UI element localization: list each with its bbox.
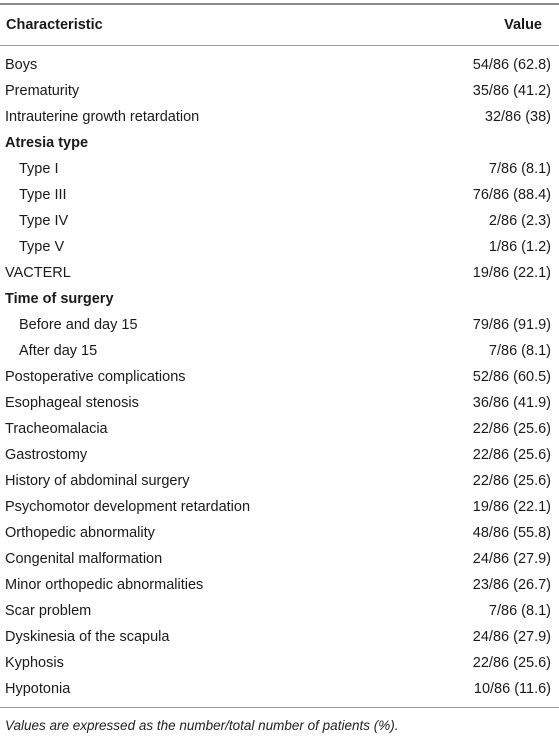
table-row: Psychomotor development retardation 19/86… [0, 494, 559, 520]
table-row: Kyphosis 22/86 (25.6) [0, 650, 559, 676]
table-row: Before and day 15 79/86 (91.9) [0, 312, 559, 338]
row-characteristic: Postoperative complications [5, 369, 186, 385]
row-characteristic: Psychomotor development retardation [5, 499, 251, 515]
row-value: 36/86 (41.9) [472, 395, 551, 411]
row-value: 10/86 (11.6) [473, 681, 551, 697]
table-row: History of abdominal surgery 22/86 (25.6) [0, 468, 559, 494]
table-row: VACTERL 19/86 (22.1) [0, 260, 559, 286]
table-top-rule [0, 3, 559, 5]
table-bottom-rule [0, 707, 559, 708]
table-group-row: Atresia type [0, 130, 559, 156]
table-header-row: Characteristic Value [0, 5, 559, 45]
row-characteristic: Type I [19, 161, 59, 177]
table-body: Boys 54/86 (62.8) Prematurity 35/86 (41.2) I… [0, 46, 559, 702]
table-group-row: Time of surgery [0, 286, 559, 312]
table-row: Orthopedic abnormality 48/86 (55.8) [0, 520, 559, 546]
table-row: Hypotonia 10/86 (11.6) [0, 676, 559, 702]
row-value: 32/86 (38) [484, 109, 551, 125]
row-value: 22/86 (25.6) [472, 655, 551, 671]
table-row: Type I 7/86 (8.1) [0, 156, 559, 182]
row-characteristic: Gastrostomy [5, 447, 88, 463]
row-characteristic: Tracheomalacia [5, 421, 108, 437]
row-value: 22/86 (25.6) [472, 447, 551, 463]
row-characteristic: Atresia type [5, 135, 89, 151]
row-characteristic: After day 15 [19, 343, 98, 359]
table-row: After day 15 7/86 (8.1) [0, 338, 559, 364]
table-row: Congenital malformation 24/86 (27.9) [0, 546, 559, 572]
row-characteristic: Esophageal stenosis [5, 395, 139, 411]
table-row: Minor orthopedic abnormalities 23/86 (26.… [0, 572, 559, 598]
table-row: Prematurity 35/86 (41.2) [0, 78, 559, 104]
table-row: Type V 1/86 (1.2) [0, 234, 559, 260]
header-value: Value [504, 17, 542, 33]
row-value: 7/86 (8.1) [488, 161, 551, 177]
row-value: 19/86 (22.1) [472, 265, 551, 281]
row-characteristic: Time of surgery [5, 291, 114, 307]
header-rule [0, 45, 559, 46]
row-value: 7/86 (8.1) [488, 603, 551, 619]
table-footnote: Values are expressed as the number/total… [5, 718, 399, 733]
table-row: Scar problem 7/86 (8.1) [0, 598, 559, 624]
row-value: 48/86 (55.8) [472, 525, 551, 541]
row-characteristic: History of abdominal surgery [5, 473, 190, 489]
table-row: Dyskinesia of the scapula 24/86 (27.9) [0, 624, 559, 650]
row-characteristic: Prematurity [5, 83, 80, 99]
table-row: Type III 76/86 (88.4) [0, 182, 559, 208]
row-characteristic: Dyskinesia of the scapula [5, 629, 170, 645]
row-characteristic: Scar problem [5, 603, 92, 619]
row-characteristic: Orthopedic abnormality [5, 525, 155, 541]
row-value: 52/86 (60.5) [472, 369, 551, 385]
row-value: 1/86 (1.2) [488, 239, 551, 255]
characteristics-table: Characteristic Value Boys 54/86 (62.8) Pre… [0, 3, 559, 733]
row-value: 35/86 (41.2) [472, 83, 551, 99]
row-characteristic: Minor orthopedic abnormalities [5, 577, 204, 593]
table-row: Esophageal stenosis 36/86 (41.9) [0, 390, 559, 416]
row-characteristic: Boys [5, 57, 38, 73]
table-row: Intrauterine growth retardation 32/86 (38… [0, 104, 559, 130]
row-characteristic: Type V [19, 239, 65, 255]
table-row: Boys 54/86 (62.8) [0, 52, 559, 78]
table-row: Type IV 2/86 (2.3) [0, 208, 559, 234]
header-characteristic: Characteristic [6, 17, 103, 33]
row-value: 76/86 (88.4) [472, 187, 551, 203]
table-row: Tracheomalacia 22/86 (25.6) [0, 416, 559, 442]
row-characteristic: Type IV [19, 213, 69, 229]
row-value: 23/86 (26.7) [472, 577, 551, 593]
row-characteristic: Hypotonia [5, 681, 71, 697]
row-value: 2/86 (2.3) [488, 213, 551, 229]
row-value: 7/86 (8.1) [488, 343, 551, 359]
row-characteristic: VACTERL [5, 265, 71, 281]
row-value: 22/86 (25.6) [472, 473, 551, 489]
row-characteristic: Type III [19, 187, 67, 203]
row-characteristic: Kyphosis [5, 655, 64, 671]
row-characteristic: Before and day 15 [19, 317, 138, 333]
row-value: 22/86 (25.6) [472, 421, 551, 437]
table-row: Gastrostomy 22/86 (25.6) [0, 442, 559, 468]
row-characteristic: Congenital malformation [5, 551, 163, 567]
row-value: 19/86 (22.1) [472, 499, 551, 515]
row-value: 24/86 (27.9) [472, 629, 551, 645]
row-value: 79/86 (91.9) [472, 317, 551, 333]
row-value: 24/86 (27.9) [472, 551, 551, 567]
row-characteristic: Intrauterine growth retardation [5, 109, 200, 125]
table-row: Postoperative complications 52/86 (60.5) [0, 364, 559, 390]
row-value: 54/86 (62.8) [472, 57, 551, 73]
